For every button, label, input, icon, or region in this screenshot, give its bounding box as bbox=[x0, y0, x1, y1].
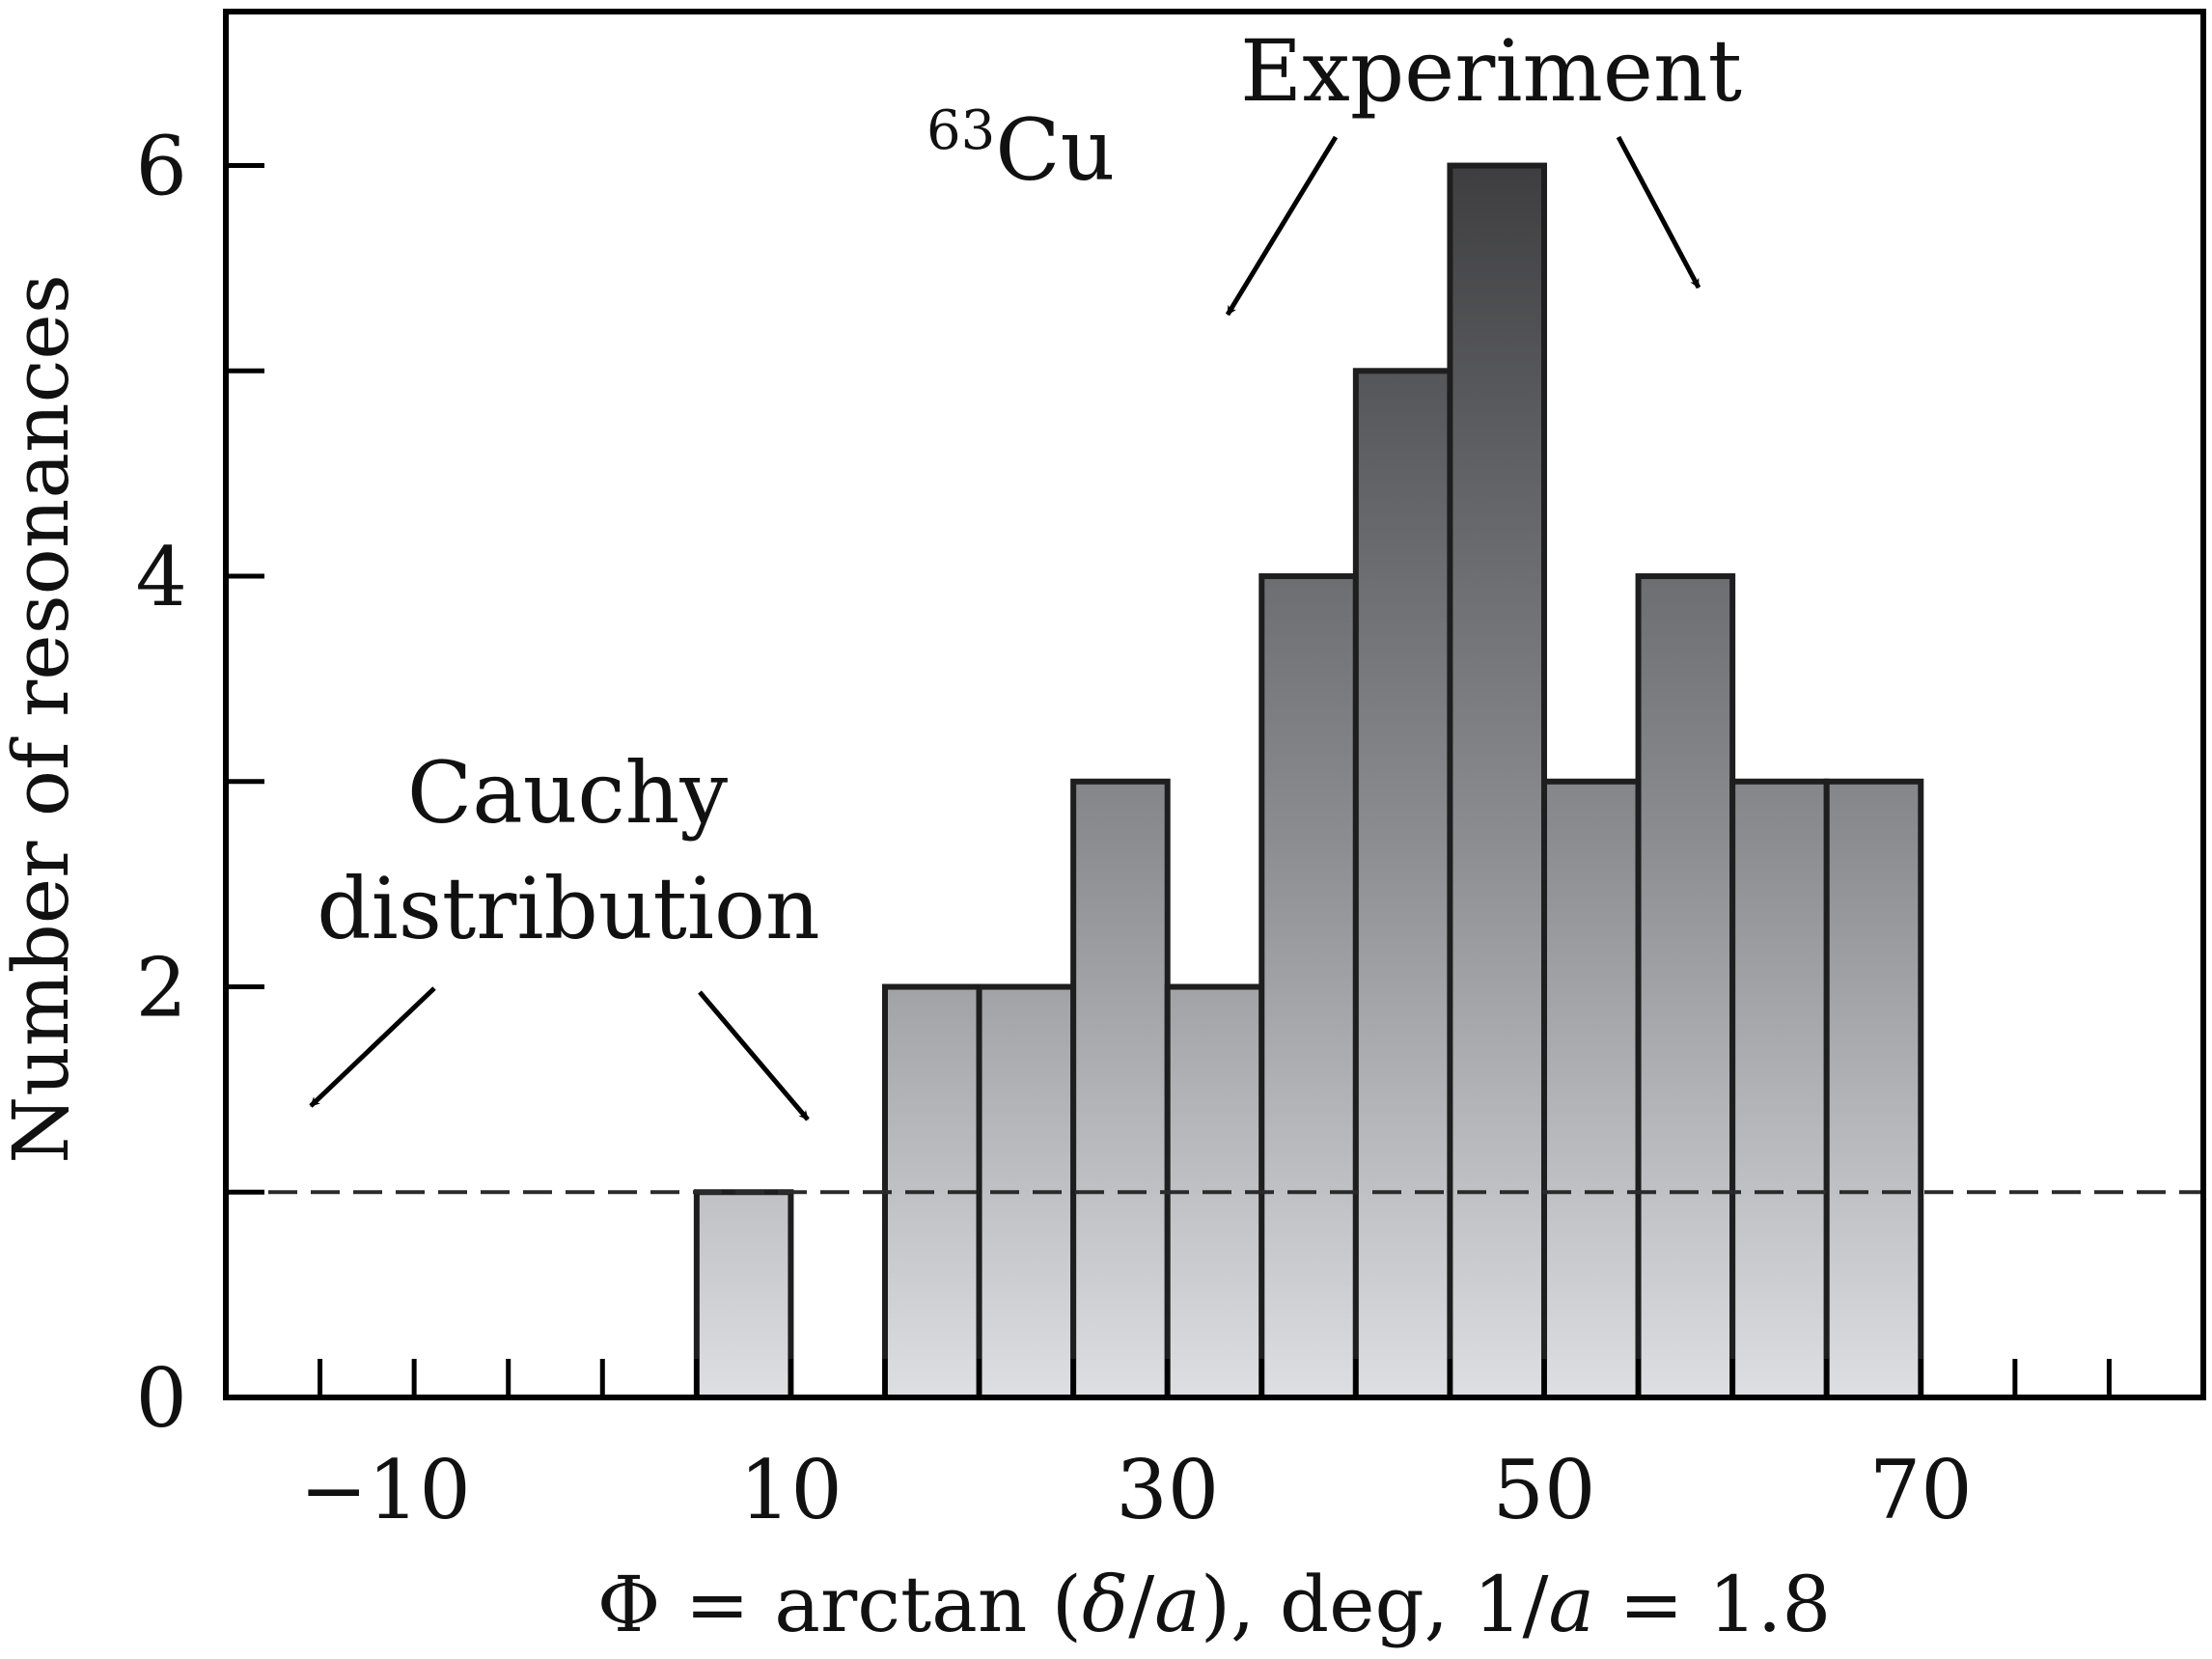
y-tick-label: 6 bbox=[136, 120, 187, 214]
x-tick-label: 30 bbox=[1116, 1443, 1219, 1537]
x-axis-label: Φ = arctan (δ/a), deg, 1/a = 1.8 bbox=[597, 1560, 1831, 1649]
y-tick-label: 2 bbox=[136, 941, 187, 1036]
y-tick-label: 0 bbox=[136, 1351, 187, 1446]
histogram-bar bbox=[1258, 573, 1359, 1400]
y-tick-label: 4 bbox=[136, 530, 187, 624]
x-axis-ticks bbox=[318, 1359, 2112, 1397]
experiment-arrow-left bbox=[1225, 135, 1339, 317]
cauchy-arrow-left bbox=[309, 986, 436, 1108]
x-axis-label-eq: = arctan ( bbox=[660, 1560, 1082, 1649]
histogram-bar bbox=[693, 1189, 794, 1401]
x-tick-label: 50 bbox=[1493, 1443, 1596, 1537]
y-tick-labels: 0 2 4 6 bbox=[136, 120, 187, 1446]
experiment-label: Experiment bbox=[1240, 21, 1742, 121]
x-axis-label-tail: = 1.8 bbox=[1594, 1560, 1831, 1649]
cauchy-arrow-right bbox=[698, 990, 810, 1121]
x-axis-label-delta: δ bbox=[1082, 1560, 1128, 1649]
x-tick-labels: −10 10 30 50 70 bbox=[300, 1443, 1973, 1537]
isotope-symbol: Cu bbox=[995, 100, 1115, 200]
histogram-bar bbox=[1823, 778, 1924, 1400]
x-axis-label-a1: a bbox=[1154, 1560, 1201, 1649]
x-tick-label: 10 bbox=[739, 1443, 843, 1537]
x-tick-label: 70 bbox=[1869, 1443, 1973, 1537]
x-tick-label: −10 bbox=[300, 1443, 471, 1537]
experiment-arrow-right bbox=[1616, 135, 1701, 290]
x-axis-label-slash: / bbox=[1128, 1560, 1154, 1649]
x-axis-label-phi: Φ bbox=[597, 1560, 661, 1649]
cauchy-label-line1: Cauchy bbox=[407, 743, 728, 843]
isotope-mass-number: 63 bbox=[926, 99, 995, 162]
x-axis-label-mid: ), deg, 1/ bbox=[1201, 1560, 1549, 1649]
histogram-bar bbox=[1447, 162, 1548, 1401]
cauchy-label-line2: distribution bbox=[317, 859, 819, 958]
isotope-label: 63Cu bbox=[926, 99, 1115, 200]
plot-frame bbox=[223, 9, 2206, 1400]
histogram-bar bbox=[1635, 573, 1736, 1400]
histogram-bars bbox=[693, 162, 1924, 1401]
histogram-bar bbox=[1541, 778, 1642, 1400]
histogram-bar bbox=[1729, 778, 1830, 1400]
histogram-bar bbox=[1352, 368, 1453, 1401]
y-axis-label: Number of resonances bbox=[0, 274, 86, 1164]
y-axis-ticks bbox=[226, 163, 264, 1400]
histogram-bar bbox=[1070, 778, 1171, 1400]
x-axis-label-a2: a bbox=[1548, 1560, 1594, 1649]
